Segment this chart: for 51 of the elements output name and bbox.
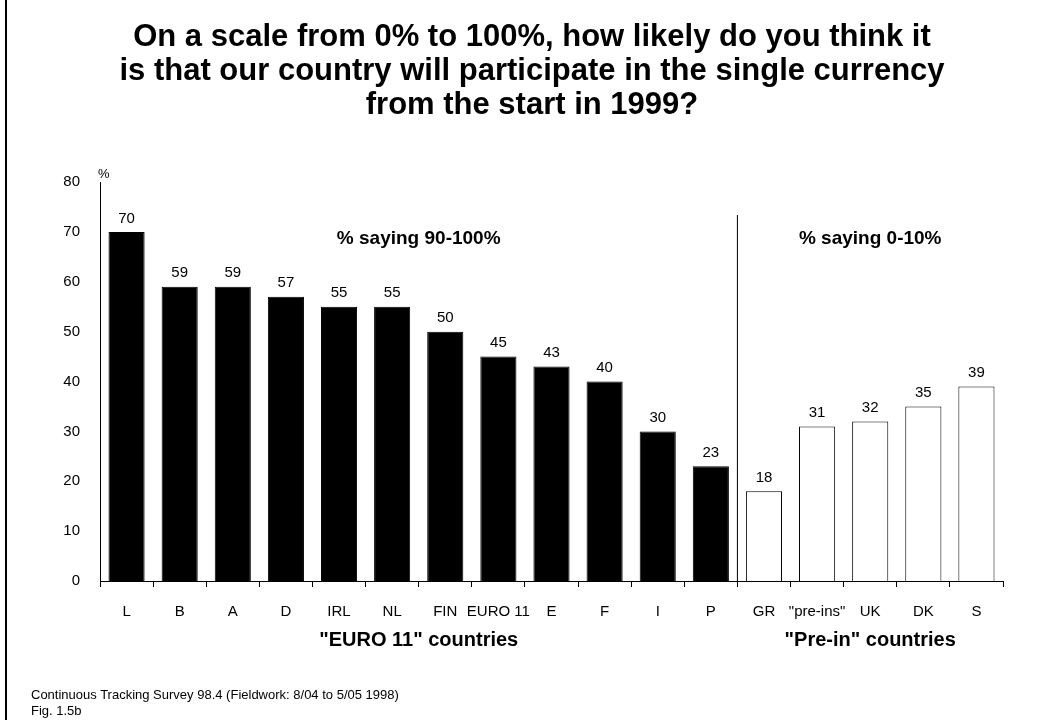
x-tick-label: D	[280, 602, 292, 620]
text: "EURO 11" countries	[319, 627, 519, 650]
caption: Fig. 1.5b	[31, 703, 83, 719]
y-tick-label: 50	[63, 321, 80, 339]
x-tick-label: NL	[382, 602, 402, 620]
data-label: 23	[702, 442, 720, 460]
x-tick-label: EURO 11	[466, 602, 530, 620]
y-tick-label: 80	[63, 172, 80, 190]
data-label: 35	[914, 383, 932, 401]
x-tick-label: I	[655, 602, 660, 620]
data-label: 43	[543, 343, 560, 361]
chart-title: On a scale from 0% to 100%, how likely do you think it is that our country will participate in the single currency from the start in 1999?	[118, 18, 946, 121]
x-tick-label: A	[227, 602, 238, 620]
data-label: 55	[383, 283, 401, 301]
x-tick-label: F	[600, 602, 610, 620]
data-label: 18	[755, 467, 773, 485]
x-tick-label: IRL	[327, 602, 351, 620]
x-tick-label: B	[174, 602, 185, 620]
x-tick-label: P	[705, 602, 716, 620]
y-tick-label: 60	[63, 271, 80, 289]
y-tick-label: 0	[71, 571, 80, 589]
x-tick-label: DK	[912, 602, 934, 620]
data-label: 59	[224, 263, 242, 281]
data-label: 50	[436, 308, 454, 326]
annotation: % saying 90-100%	[336, 227, 501, 249]
data-label: 70	[118, 208, 135, 226]
data-label: 40	[596, 358, 613, 376]
data-label: 30	[649, 408, 667, 426]
text: Continuous Tracking Survey 98.4 (Fieldwork: 8/04 to 5/05 1998)	[31, 687, 399, 703]
data-label: 31	[808, 403, 826, 421]
x-tick-label: FIN	[433, 602, 458, 620]
data-label: 45	[490, 333, 507, 351]
x-tick-label: UK	[859, 602, 881, 620]
y-tick-label: 20	[63, 471, 80, 489]
y-tick-label: 10	[63, 521, 80, 539]
annotation: % saying 0-10%	[798, 227, 942, 249]
x-tick-label: L	[122, 602, 131, 620]
data-label: 55	[330, 283, 348, 301]
x-tick-label: GR	[752, 602, 776, 620]
y-tick-label: 30	[63, 421, 80, 439]
x-tick-label: S	[971, 602, 982, 620]
x-tick-label: "pre-ins"	[788, 602, 846, 620]
y-tick-label: 40	[63, 371, 80, 389]
x-tick-label: E	[546, 602, 557, 620]
y-tick-label: 70	[63, 222, 80, 240]
data-label: 39	[968, 363, 985, 381]
data-label: 57	[277, 273, 295, 291]
y-axis-title: %	[98, 166, 110, 182]
data-label: 59	[171, 263, 189, 281]
data-label: 32	[861, 398, 879, 416]
text: "Pre-in" countries	[784, 627, 956, 650]
